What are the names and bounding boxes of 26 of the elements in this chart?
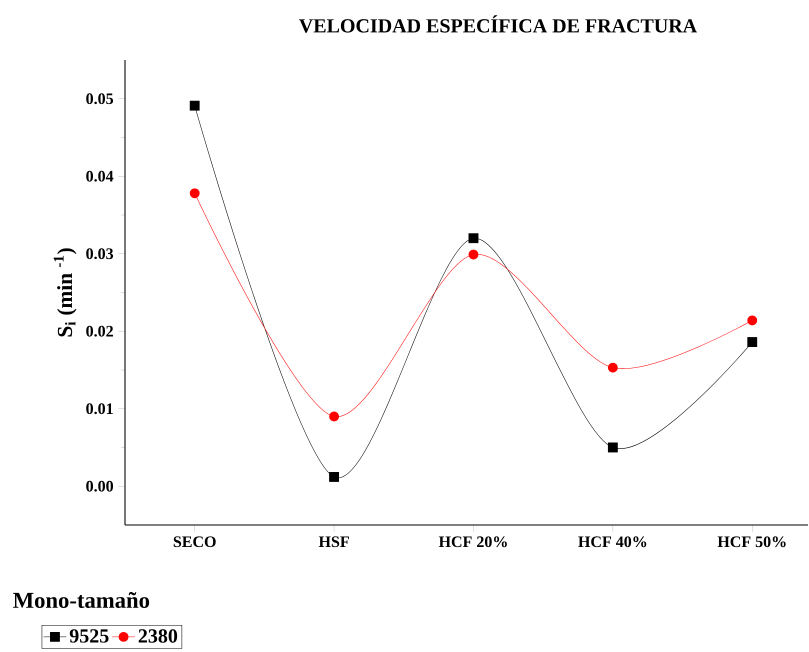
point (190, 100, 200, 111)
point (747, 315, 758, 326)
y-tick-label: 0.05 (86, 93, 114, 104)
legend-label: 2380 (138, 629, 178, 643)
point (608, 442, 618, 452)
legend-label: 9525 (70, 629, 109, 643)
point (608, 362, 618, 373)
x-tick-label: HCF 40% (578, 536, 646, 548)
y-tick-label: 0.04 (86, 170, 114, 182)
x-tick-label: HCF 20% (438, 536, 507, 548)
x-tick-label: HCF 50% (718, 536, 786, 548)
y-tick-label: 0.02 (86, 326, 113, 337)
x-tick-label: SECO (174, 536, 216, 548)
y-tick-label: 0.01 (86, 403, 113, 414)
point (329, 472, 340, 482)
y-tick-label: 0.00 (86, 480, 114, 492)
y-tick-label: 0.03 (86, 248, 114, 260)
y-axis-title: S$_{i}$ (min $^{-1}$) (54, 248, 76, 336)
x-tick-label: HSF (318, 536, 349, 548)
legend-title: Mono-tamaño (13, 592, 150, 608)
point (329, 412, 340, 422)
point (468, 233, 478, 244)
point (190, 188, 200, 198)
chart-title: VELOCIDAD ESPECÍFICA DE FRACTURA (299, 15, 697, 33)
point (747, 337, 758, 348)
point (468, 250, 478, 260)
